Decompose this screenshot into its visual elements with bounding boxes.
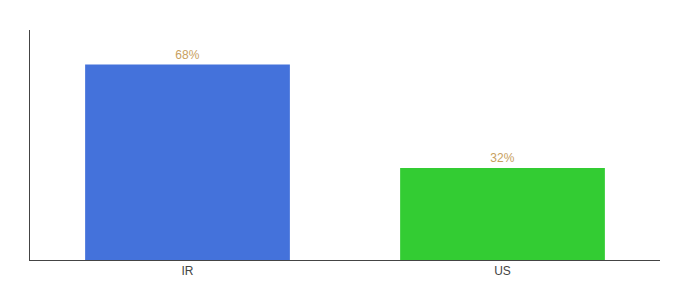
svg-text:US: US (494, 264, 511, 278)
svg-text:68%: 68% (175, 48, 199, 62)
svg-text:32%: 32% (490, 151, 514, 165)
svg-text:IR: IR (182, 264, 194, 278)
